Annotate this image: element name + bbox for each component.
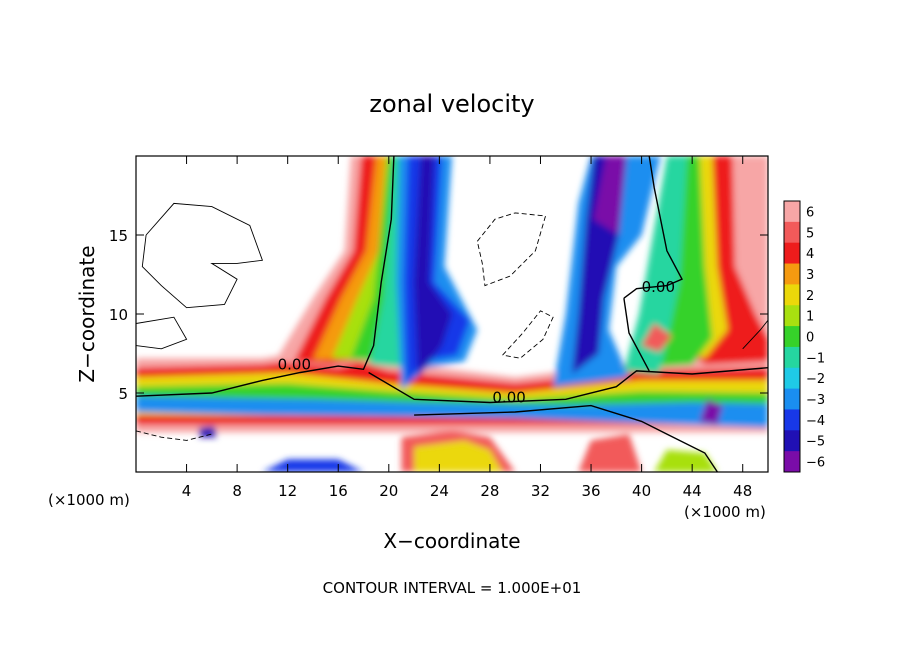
colorbar-swatch-11 [784, 430, 800, 452]
central-plume-core [414, 156, 452, 378]
colorbar-swatch-3 [784, 263, 800, 285]
zero-contour-bottom [414, 404, 718, 472]
x-tick-label-5: 24 [430, 482, 449, 500]
plot-area: 0.00 0.00 0.00 [135, 155, 769, 473]
colorbar-label-3: 3 [806, 268, 814, 283]
x-tick-label-2: 12 [278, 482, 297, 500]
colorbar-swatch-1 [784, 221, 800, 244]
contour-labels: 0.00 0.00 0.00 [278, 278, 675, 407]
field-blobs [136, 156, 768, 472]
y-axis-label: Z−coordinate [75, 245, 99, 382]
x-tick-label-7: 32 [531, 482, 550, 500]
left-blue-spot [199, 426, 217, 438]
bottom-purple-spot [699, 399, 723, 425]
x-axis-label: X−coordinate [383, 529, 520, 553]
zero-contour-mid [368, 367, 768, 404]
far-right-hotspot [641, 323, 672, 352]
low-band-blue [136, 396, 768, 428]
colorbar-swatch-0 [784, 201, 800, 223]
y-tick-label-2: 15 [109, 227, 128, 245]
x-tick-label-4: 20 [379, 482, 398, 500]
dashed-contour-upper [476, 212, 547, 287]
thin-contour-lower-left [136, 316, 188, 350]
thin-contour-upper-left [141, 202, 264, 309]
colorbar-label-2: 4 [806, 247, 814, 262]
contour-lines [136, 156, 768, 472]
x-unit-left: (×1000 m) [48, 491, 130, 509]
bottom-yellow-patch-a [414, 440, 503, 472]
zero-contour-right-lower [623, 298, 650, 372]
colorbar-label-4: 2 [806, 289, 814, 304]
contour-label-0: 0.00 [278, 356, 311, 374]
x-tick-label-3: 16 [329, 482, 348, 500]
colorbar-swatch-8 [784, 367, 800, 390]
x-axis: 4 8 12 16 20 24 28 32 36 40 44 48 [182, 156, 752, 500]
x-tick-label-6: 28 [480, 482, 499, 500]
x-tick-label-9: 40 [632, 482, 651, 500]
x-tick-label-10: 44 [683, 482, 702, 500]
x-tick-label-0: 4 [182, 482, 192, 500]
x-tick-label-1: 8 [232, 482, 242, 500]
zero-contour-left [136, 156, 395, 397]
colorbar-label-10: −4 [806, 414, 825, 429]
colorbar-label-11: −5 [806, 435, 825, 450]
dashed-contour-bottom-left [136, 430, 212, 441]
colorbar-swatch-10 [784, 409, 800, 431]
colorbar-label-9: −3 [806, 393, 825, 408]
far-right-teal [623, 156, 688, 374]
colorbar-swatch-12 [784, 451, 800, 473]
bottom-red-patch-b [578, 434, 642, 472]
x-tick-label-11: 48 [733, 482, 752, 500]
thin-contour-right-edge [742, 320, 768, 350]
contour-interval-text: CONTOUR INTERVAL = 1.000E+01 [323, 579, 582, 597]
colorbar-label-7: −1 [806, 351, 825, 366]
colorbar: 6 5 4 3 2 1 0 −1 −2 −3 −4 −5 −6 [783, 200, 825, 473]
colorbar-frame [783, 200, 801, 473]
y-tick-label-1: 10 [109, 306, 128, 324]
colorbar-label-12: −6 [806, 456, 825, 471]
colorbar-swatch-2 [784, 242, 800, 264]
colorbar-swatch-6 [784, 326, 800, 348]
zero-contour-right [623, 156, 683, 299]
velocity-field [136, 156, 768, 472]
colorbar-swatch-7 [784, 346, 800, 369]
y-tick-label-0: 5 [118, 385, 128, 403]
x-unit-right: (×1000 m) [684, 503, 766, 521]
bottom-green-patch [654, 449, 718, 472]
right-plume-purple [593, 156, 627, 235]
contour-label-2: 0.00 [642, 278, 675, 296]
dashed-contour-lower [502, 310, 554, 359]
colorbar-swatch-9 [784, 388, 800, 410]
colorbar-label-6: 0 [806, 331, 814, 346]
y-axis: 5 10 15 [109, 227, 768, 403]
chart-title: zonal velocity [369, 90, 534, 118]
colorbar-label-1: 5 [806, 226, 814, 241]
colorbar-label-8: −2 [806, 372, 825, 387]
colorbar-label-5: 1 [806, 310, 814, 325]
x-tick-label-8: 36 [581, 482, 600, 500]
colorbar-swatch-4 [784, 284, 800, 306]
colorbar-label-0: 6 [806, 205, 814, 220]
contour-label-1: 0.00 [492, 389, 525, 407]
colorbar-swatch-5 [784, 305, 800, 327]
